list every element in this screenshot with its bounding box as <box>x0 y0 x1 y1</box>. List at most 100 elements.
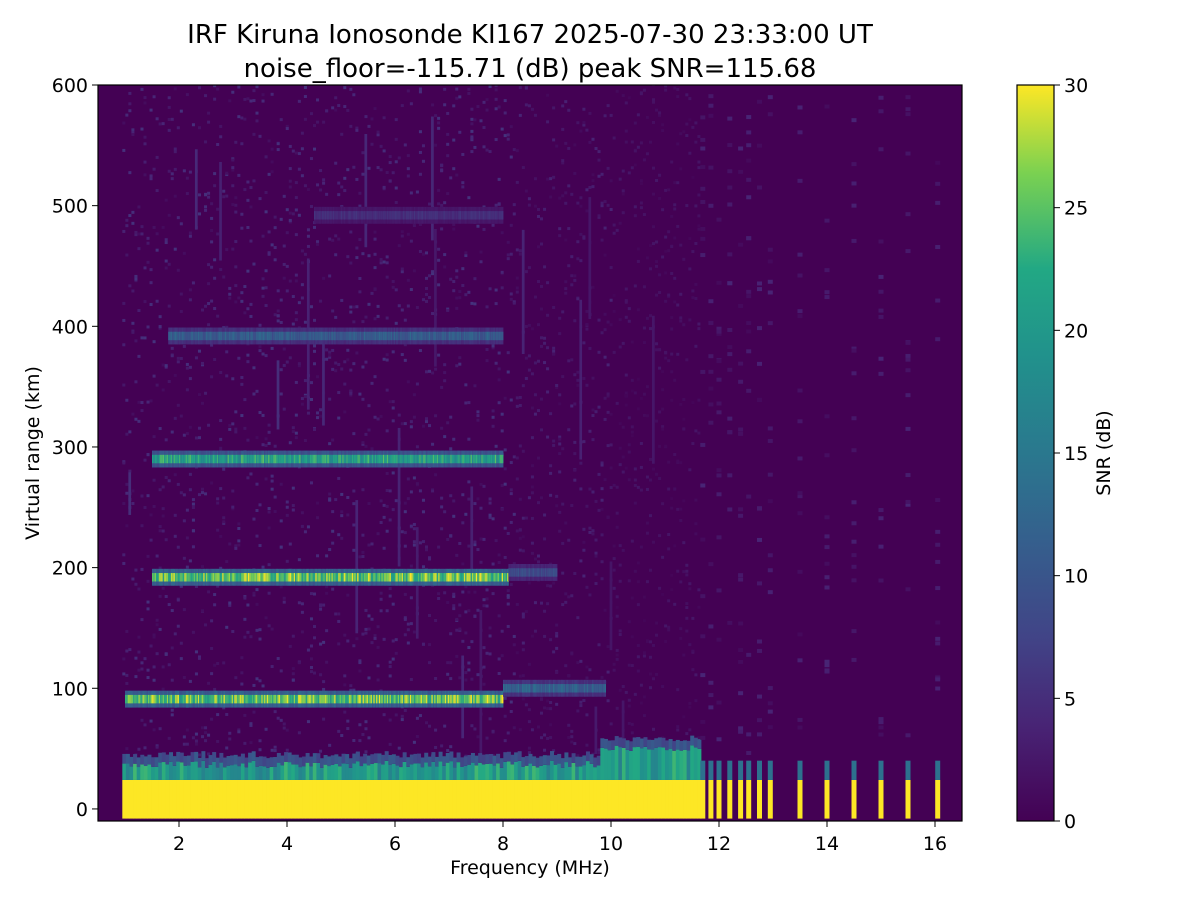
ground-clutter-fringe <box>679 740 684 751</box>
noise-speckle <box>652 192 656 196</box>
noise-speckle <box>697 327 701 331</box>
noise-speckle <box>552 138 556 142</box>
noise-speckle <box>464 383 468 387</box>
echo-trace <box>216 454 219 464</box>
noise-speckle <box>597 748 601 752</box>
noise-speckle <box>697 431 701 435</box>
noise-speckle <box>243 311 247 315</box>
noise-speckle <box>685 563 689 567</box>
echo-trace <box>557 684 559 693</box>
ground-clutter-fringe <box>215 767 220 780</box>
sparse-sweep-noise <box>767 725 773 730</box>
noise-speckle <box>179 109 183 113</box>
echo-trace <box>234 573 237 582</box>
noise-speckle <box>134 582 138 586</box>
noise-speckle <box>213 603 217 607</box>
echo-trace <box>512 568 515 577</box>
noise-speckle <box>240 671 244 675</box>
noise-speckle <box>219 487 223 491</box>
ground-clutter-fringe <box>690 745 695 780</box>
noise-speckle <box>600 487 604 491</box>
echo-trace <box>189 454 192 464</box>
noise-speckle <box>279 482 283 486</box>
ground-clutter-fringe <box>510 754 515 765</box>
sparse-sweep-noise <box>905 473 911 478</box>
noise-speckle <box>128 430 132 434</box>
echo-trace <box>328 573 331 582</box>
echo-trace <box>265 454 268 464</box>
ground-clutter-fringe <box>273 766 278 780</box>
noise-speckle <box>204 492 208 496</box>
echo-trace <box>404 694 407 704</box>
noise-speckle <box>152 504 156 508</box>
noise-speckle <box>309 592 313 596</box>
noise-speckle <box>573 373 577 377</box>
noise-speckle <box>503 99 507 103</box>
noise-speckle <box>364 631 368 635</box>
noise-speckle <box>461 284 465 287</box>
echo-trace <box>137 694 139 704</box>
echo-trace <box>432 573 435 582</box>
noise-speckle <box>309 157 313 161</box>
noise-speckle <box>291 322 295 326</box>
noise-speckle <box>249 723 253 727</box>
noise-speckle <box>594 499 598 503</box>
noise-speckle <box>258 739 262 743</box>
noise-speckle <box>210 202 214 206</box>
noise-speckle <box>270 92 274 96</box>
noise-speckle <box>521 615 525 619</box>
noise-speckle <box>337 104 341 108</box>
noise-speckle <box>358 669 362 673</box>
echo-trace <box>450 694 453 704</box>
noise-speckle <box>213 97 217 101</box>
noise-speckle <box>270 665 274 669</box>
noise-speckle <box>297 601 301 605</box>
noise-speckle <box>573 452 577 456</box>
noise-speckle <box>494 539 498 543</box>
ground-clutter <box>449 779 454 819</box>
noise-speckle <box>185 176 189 180</box>
noise-speckle <box>676 303 680 307</box>
echo-trace <box>177 454 180 464</box>
noise-speckle <box>579 129 583 133</box>
echo-trace <box>385 694 388 704</box>
noise-speckle <box>361 320 365 324</box>
noise-speckle <box>476 414 480 418</box>
noise-speckle <box>216 142 220 146</box>
noise-speckle <box>652 677 656 681</box>
noise-speckle <box>609 298 613 302</box>
echo-trace <box>392 694 395 704</box>
ground-clutter-fringe <box>535 757 540 768</box>
noise-speckle <box>179 584 183 588</box>
noise-speckle <box>645 316 649 320</box>
sparse-sweep-noise <box>935 636 941 641</box>
noise-speckle <box>276 148 280 152</box>
noise-speckle <box>216 314 220 318</box>
echo-trace <box>282 454 285 464</box>
noise-speckle <box>246 307 250 311</box>
noise-speckle <box>322 276 326 280</box>
noise-speckle <box>497 560 501 564</box>
echo-trace <box>566 684 569 693</box>
echo-trace <box>233 573 235 582</box>
noise-speckle <box>300 249 304 253</box>
noise-speckle <box>294 413 298 417</box>
noise-speckle <box>561 159 565 163</box>
noise-speckle <box>612 568 616 572</box>
echo-trace <box>544 684 547 693</box>
noise-speckle <box>458 356 462 360</box>
echo-trace <box>218 694 220 704</box>
noise-speckle <box>155 248 159 252</box>
ground-clutter <box>179 779 184 819</box>
noise-speckle <box>670 398 674 402</box>
noise-speckle <box>364 360 368 364</box>
echo-trace <box>405 573 408 582</box>
noise-speckle <box>424 545 429 549</box>
noise-speckle <box>555 631 559 635</box>
noise-speckle <box>667 628 671 632</box>
ground-clutter <box>237 779 242 819</box>
sparse-sweep-spike <box>716 779 722 819</box>
noise-speckle <box>428 724 432 728</box>
echo-trace <box>153 454 156 464</box>
sparse-sweep-noise <box>767 499 773 504</box>
